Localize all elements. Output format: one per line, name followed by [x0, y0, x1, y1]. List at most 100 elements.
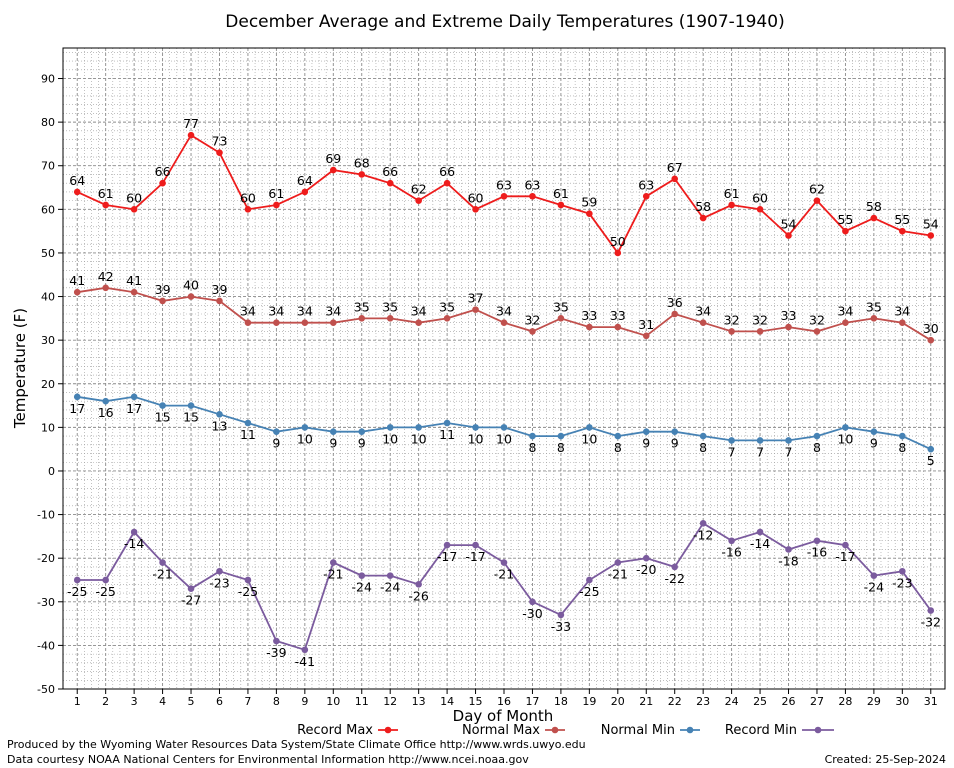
normal-min-data-label: 9	[870, 436, 878, 451]
normal-min-point	[671, 428, 679, 436]
y-tick-label: -10	[37, 509, 55, 522]
footer-produced-by: Produced by the Wyoming Water Resources …	[7, 738, 586, 751]
normal-min-data-label: 8	[614, 440, 622, 455]
record-min-point	[671, 563, 679, 571]
normal-max-point	[671, 310, 679, 318]
record-max-data-label: 55	[894, 212, 910, 227]
record-max-point	[301, 188, 309, 196]
x-tick-label: 19	[582, 695, 596, 708]
record-min-point	[500, 559, 508, 566]
normal-min-point	[216, 410, 223, 418]
record-min-data-label: -24	[864, 580, 884, 595]
x-tick-label: 10	[326, 695, 340, 708]
normal-max-data-label: 30	[923, 321, 939, 336]
record-min-point	[699, 519, 707, 527]
normal-max-point	[785, 323, 792, 331]
normal-max-point	[358, 315, 366, 322]
normal-min-point	[899, 432, 906, 440]
x-tick-label: 5	[188, 695, 195, 708]
record-min-data-label: -14	[750, 536, 770, 551]
record-max-point	[329, 166, 337, 174]
y-tick-label: -40	[37, 639, 55, 652]
normal-min-point	[586, 424, 593, 431]
record-min-data-label: -18	[778, 553, 798, 568]
normal-max-data-label: 35	[866, 299, 882, 314]
record-min-data-label: -14	[124, 536, 144, 551]
normal-max-data-label: 34	[297, 304, 313, 319]
record-max-data-label: 59	[581, 195, 597, 210]
record-max-data-label: 68	[354, 155, 370, 170]
normal-max-point	[927, 336, 935, 344]
y-tick-label: 90	[41, 73, 55, 86]
normal-max-point	[642, 332, 650, 340]
record-min-data-label: -30	[522, 606, 542, 621]
record-min-point	[273, 637, 280, 645]
record-min-point	[529, 598, 536, 606]
record-max-point	[358, 171, 366, 178]
y-tick-label: 70	[41, 160, 55, 173]
normal-min-series: 17 16 17 15 15 13 11 9 10 9 9 10 10 11 10 10 8 8 10 8 9 9 8 7 7 7…	[69, 393, 935, 468]
normal-min-point	[159, 402, 166, 409]
record-min-data-label: -26	[408, 588, 428, 603]
x-tick-label: 30	[895, 695, 909, 708]
record-min-point	[785, 546, 792, 553]
record-max-point	[216, 149, 223, 156]
x-tick-label: 11	[355, 695, 369, 708]
normal-min-data-label: 11	[240, 427, 256, 442]
record-min-data-label: -23	[209, 575, 229, 590]
normal-max-data-label: 34	[894, 304, 910, 319]
x-tick-label: 12	[383, 695, 397, 708]
record-max-data-label: 69	[325, 151, 341, 166]
record-max-data-label: 60	[468, 190, 484, 205]
chart-title: December Average and Extreme Daily Tempe…	[225, 12, 784, 32]
record-max-data-label: 61	[724, 186, 740, 201]
record-max-data-label: 58	[866, 199, 882, 214]
record-max-point	[273, 201, 280, 209]
normal-min-data-label: 9	[358, 436, 366, 451]
record-max-point	[386, 179, 394, 187]
record-min-point	[73, 576, 81, 584]
normal-min-point	[785, 437, 792, 444]
x-tick-label: 2	[102, 695, 109, 708]
normal-max-point	[386, 315, 394, 322]
record-min-point	[557, 611, 565, 619]
record-min-point	[586, 576, 593, 584]
record-max-data-label: 60	[126, 190, 142, 205]
record-max-data-label: 61	[98, 186, 114, 201]
normal-min-data-label: 9	[671, 436, 679, 451]
normal-max-point	[842, 319, 849, 327]
record-min-point	[870, 572, 878, 579]
record-min-point	[472, 541, 479, 549]
record-max-data-label: 64	[69, 173, 85, 188]
x-tick-label: 8	[273, 695, 280, 708]
record-min-point	[756, 528, 764, 536]
normal-min-point	[415, 424, 422, 431]
record-max-point	[529, 192, 536, 200]
normal-min-point	[358, 428, 366, 436]
normal-min-data-label: 9	[642, 436, 650, 451]
normal-min-point	[927, 445, 935, 453]
record-min-data-label: -17	[465, 549, 485, 564]
legend-label-normal-min: Normal Min	[601, 723, 675, 738]
normal-max-point	[244, 319, 252, 327]
x-tick-label: 25	[753, 695, 767, 708]
normal-min-data-label: 10	[468, 431, 484, 446]
record-max-point	[130, 206, 138, 213]
record-max-data-label: 64	[297, 173, 313, 188]
y-tick-label: 80	[41, 116, 55, 129]
normal-max-data-label: 32	[524, 312, 540, 327]
x-axis-label: Day of Month	[453, 707, 554, 725]
record-max-point	[500, 192, 508, 200]
x-tick-label: 31	[924, 695, 938, 708]
record-max-point	[870, 214, 878, 222]
normal-min-data-label: 8	[898, 440, 906, 455]
normal-max-data-label: 35	[553, 299, 569, 314]
normal-max-series: 41 42 41 39 40 39 34 34 34 34 35 35 34 35 37 34 32 35 33 33…	[69, 269, 939, 344]
normal-max-point	[472, 306, 479, 313]
normal-min-point	[500, 424, 508, 431]
record-min-point	[358, 572, 366, 579]
y-tick-label: 0	[48, 465, 55, 478]
legend-marker-record-min	[814, 726, 822, 734]
record-max-data-label: 63	[638, 177, 654, 192]
record-max-data-label: 55	[837, 212, 853, 227]
